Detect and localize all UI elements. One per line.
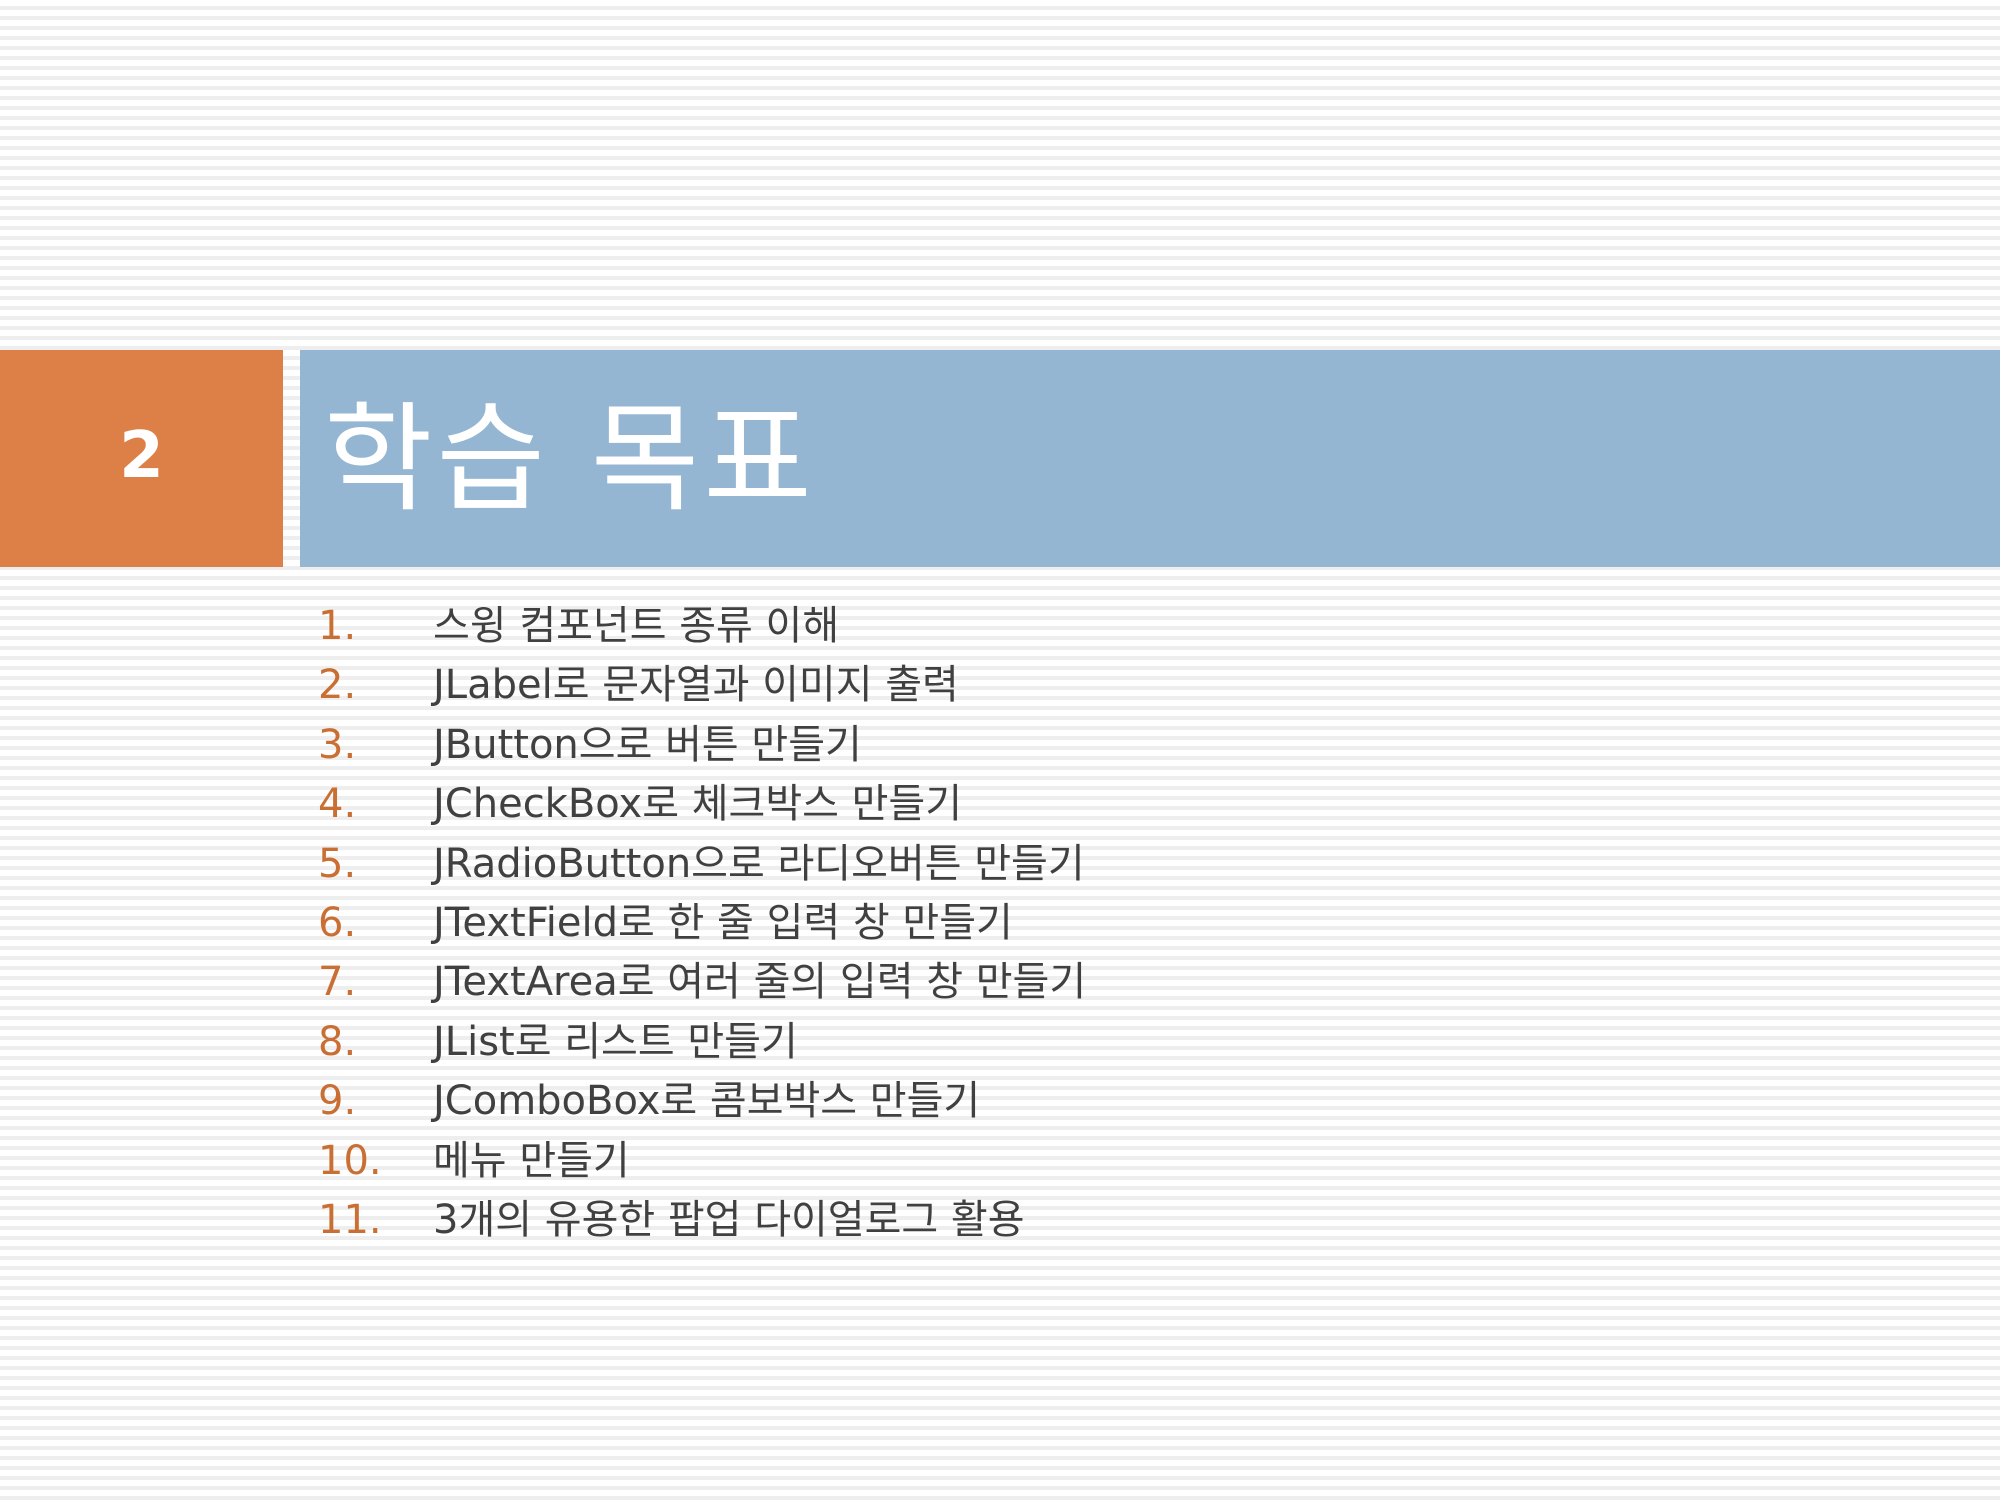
- list-item-number: 4.: [318, 781, 357, 828]
- list-item: 2. JLabel로 문자열과 이미지 출력: [318, 656, 1918, 715]
- list-item: 10. 메뉴 만들기: [318, 1132, 1918, 1191]
- objectives-list: 1. 스윙 컴포넌트 종류 이해 2. JLabel로 문자열과 이미지 출력 …: [318, 597, 1918, 1250]
- list-item-text: JButton으로 버튼 만들기: [433, 721, 862, 768]
- list-item-number: 5.: [318, 840, 357, 887]
- list-item-text: 스윙 컴포넌트 종류 이해: [433, 603, 840, 649]
- list-item-number: 11.: [318, 1196, 382, 1243]
- slide-title: 학습 목표: [324, 389, 816, 528]
- title-bar: 학습 목표: [300, 350, 2000, 567]
- slide-number: 2: [119, 418, 164, 493]
- list-item: 8. JList로 리스트 만들기: [318, 1013, 1918, 1072]
- list-item: 4. JCheckBox로 체크박스 만들기: [318, 775, 1918, 834]
- list-item-number: 3.: [318, 721, 357, 768]
- list-item-number: 10.: [318, 1137, 382, 1184]
- list-item: 1. 스윙 컴포넌트 종류 이해: [318, 597, 1918, 656]
- list-item-text: JList로 리스트 만들기: [433, 1018, 798, 1065]
- list-item: 5. JRadioButton으로 라디오버튼 만들기: [318, 835, 1918, 894]
- list-item-number: 7.: [318, 959, 357, 1006]
- list-item-number: 9.: [318, 1078, 357, 1125]
- list-item-text: JComboBox로 콤보박스 만들기: [433, 1078, 981, 1125]
- list-item: 7. JTextArea로 여러 줄의 입력 창 만들기: [318, 953, 1918, 1012]
- list-item-text: 메뉴 만들기: [433, 1137, 630, 1184]
- list-item-number: 8.: [318, 1018, 357, 1065]
- list-item-text: 3개의 유용한 팝업 다이얼로그 활용: [433, 1196, 1025, 1243]
- list-item-text: JTextArea로 여러 줄의 입력 창 만들기: [433, 959, 1087, 1006]
- list-item-text: JRadioButton으로 라디오버튼 만들기: [433, 840, 1085, 887]
- list-item: 9. JComboBox로 콤보박스 만들기: [318, 1072, 1918, 1131]
- list-item-text: JTextField로 한 줄 입력 창 만들기: [433, 899, 1013, 946]
- list-item-number: 6.: [318, 899, 357, 946]
- list-item-text: JCheckBox로 체크박스 만들기: [433, 781, 963, 828]
- list-item-number: 1.: [318, 603, 357, 649]
- list-item-text: JLabel로 문자열과 이미지 출력: [433, 662, 959, 709]
- list-item: 11. 3개의 유용한 팝업 다이얼로그 활용: [318, 1191, 1918, 1250]
- list-item: 3. JButton으로 버튼 만들기: [318, 716, 1918, 775]
- slide-number-box: 2: [0, 350, 283, 567]
- list-item: 6. JTextField로 한 줄 입력 창 만들기: [318, 894, 1918, 953]
- list-item-number: 2.: [318, 662, 357, 709]
